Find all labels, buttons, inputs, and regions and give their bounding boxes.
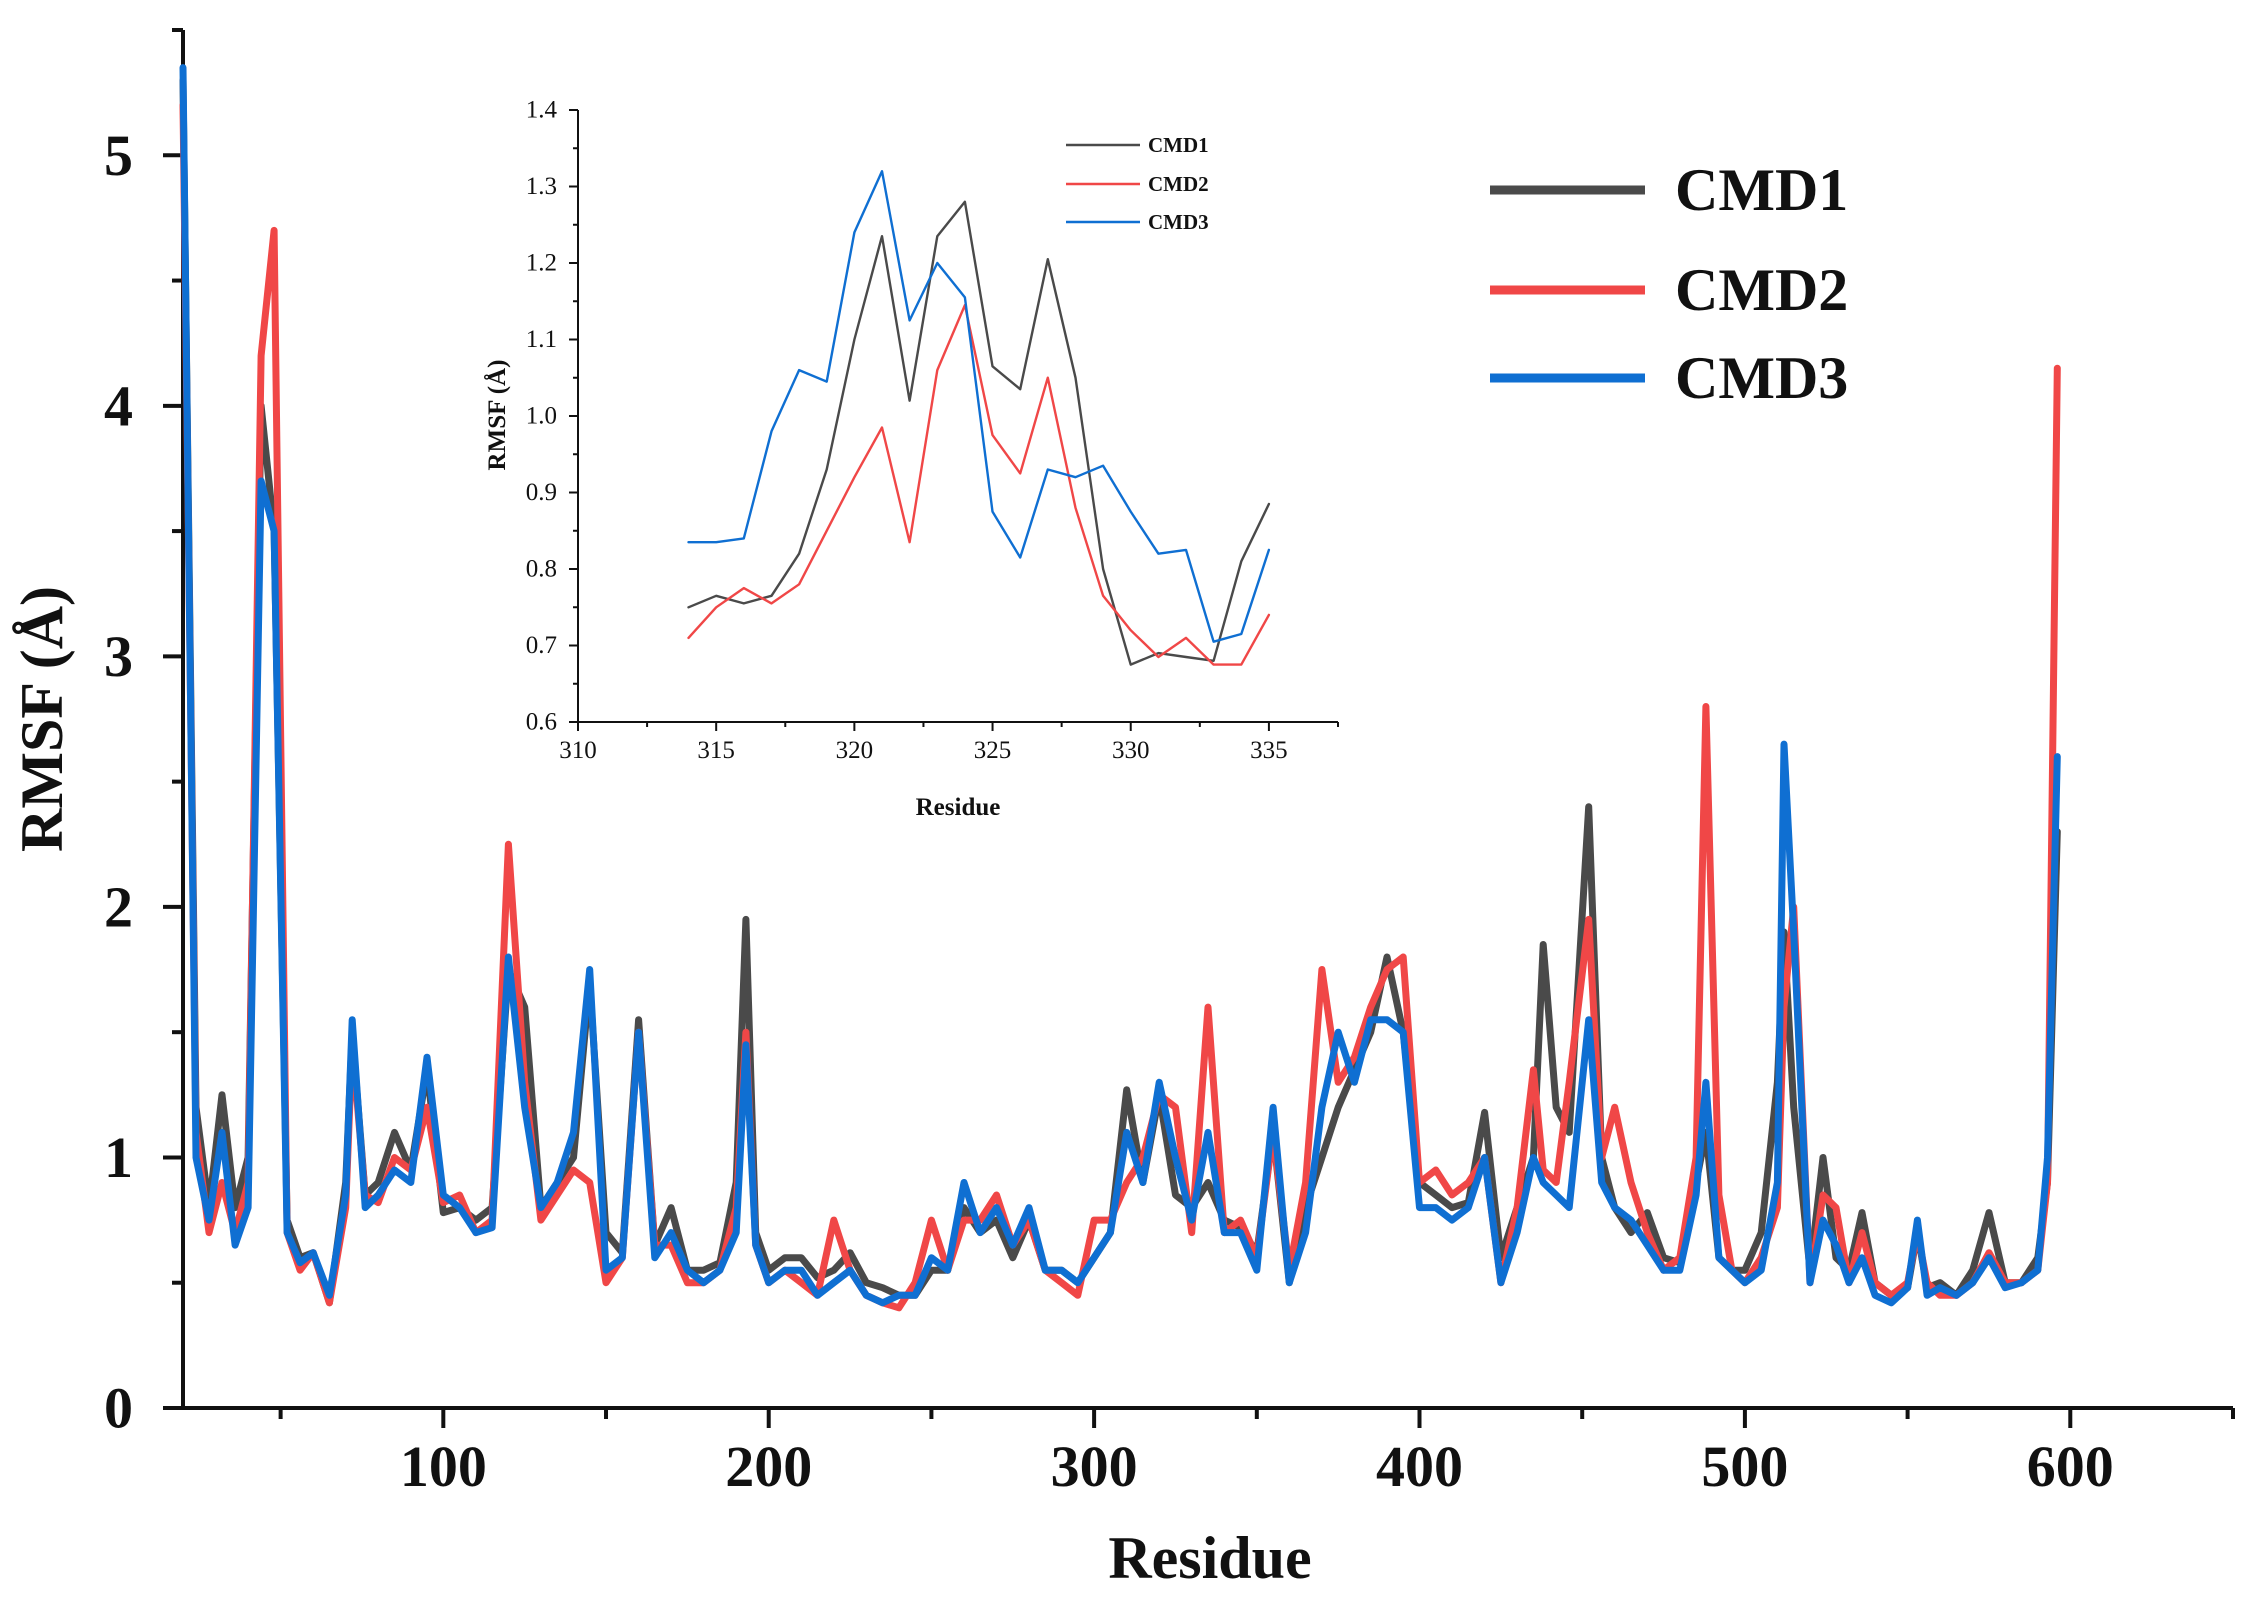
- inset-y-tick-label: 0.8: [526, 556, 557, 583]
- main-series-line-cmd3: [179, 64, 2061, 1307]
- inset-y-tick-label: 0.7: [526, 632, 557, 659]
- inset-x-tick-label: 320: [836, 737, 874, 764]
- inset-x-tick-label: 310: [559, 737, 597, 764]
- inset-y-tick-label: 1.4: [526, 97, 558, 124]
- main-legend-label-cmd1: CMD1: [1675, 157, 1848, 223]
- main-y-tick-label: 2: [104, 874, 133, 939]
- main-x-tick-label: 100: [400, 1434, 487, 1499]
- main-x-tick-label: 300: [1051, 1434, 1138, 1499]
- main-y-axis-label: RMSF (Å): [9, 586, 75, 852]
- inset-x-tick-label: 335: [1250, 737, 1288, 764]
- main-x-axis-label: Residue: [1108, 1525, 1311, 1591]
- inset-series-line-cmd3: [687, 169, 1271, 643]
- inset-legend-label-cmd3: CMD3: [1148, 210, 1209, 234]
- main-x-tick-label: 400: [1376, 1434, 1463, 1499]
- main-y-tick-label: 4: [104, 373, 133, 438]
- inset-x-axis-label: Residue: [916, 794, 1001, 821]
- inset-y-tick-label: 1.3: [526, 173, 557, 200]
- inset-y-tick-label: 1.1: [526, 326, 557, 353]
- inset-x-tick-label: 325: [974, 737, 1012, 764]
- inset-y-axis-label: RMSF (Å): [483, 360, 511, 471]
- main-x-tick-label: 500: [1701, 1434, 1788, 1499]
- inset-legend-label-cmd1: CMD1: [1148, 133, 1209, 157]
- inset-y-tick-label: 0.6: [526, 709, 557, 736]
- main-y-tick-label: 3: [104, 624, 133, 689]
- inset-series-line-cmd2: [687, 303, 1271, 666]
- inset-y-tick-label: 0.9: [526, 479, 557, 506]
- main-plot: 100 200 300 400 500 600 0 1 2 3 4 5 Residue RMSF (Å) C…: [9, 28, 2235, 1591]
- inset-x-tick-label: 330: [1112, 737, 1150, 764]
- main-legend-label-cmd2: CMD2: [1675, 257, 1848, 323]
- inset-series-line-cmd1: [687, 200, 1271, 666]
- main-y-tick-label: 1: [104, 1125, 133, 1190]
- main-y-tick-label: 0: [104, 1376, 133, 1441]
- inset-x-tick-label: 315: [697, 737, 735, 764]
- main-x-tick-label: 200: [725, 1434, 812, 1499]
- inset-y-tick-label: 1.2: [526, 250, 557, 277]
- main-legend-label-cmd3: CMD3: [1675, 345, 1848, 411]
- main-x-tick-label: 600: [2027, 1434, 2114, 1499]
- main-y-tick-label: 5: [104, 123, 133, 188]
- inset-y-tick-label: 1.0: [526, 403, 557, 430]
- inset-plot: 310 315 320 325 330 335 0.6 0.7 0.8 0.9 1.0 1.1 1.2 1…: [483, 97, 1339, 821]
- inset-legend-label-cmd2: CMD2: [1148, 172, 1209, 196]
